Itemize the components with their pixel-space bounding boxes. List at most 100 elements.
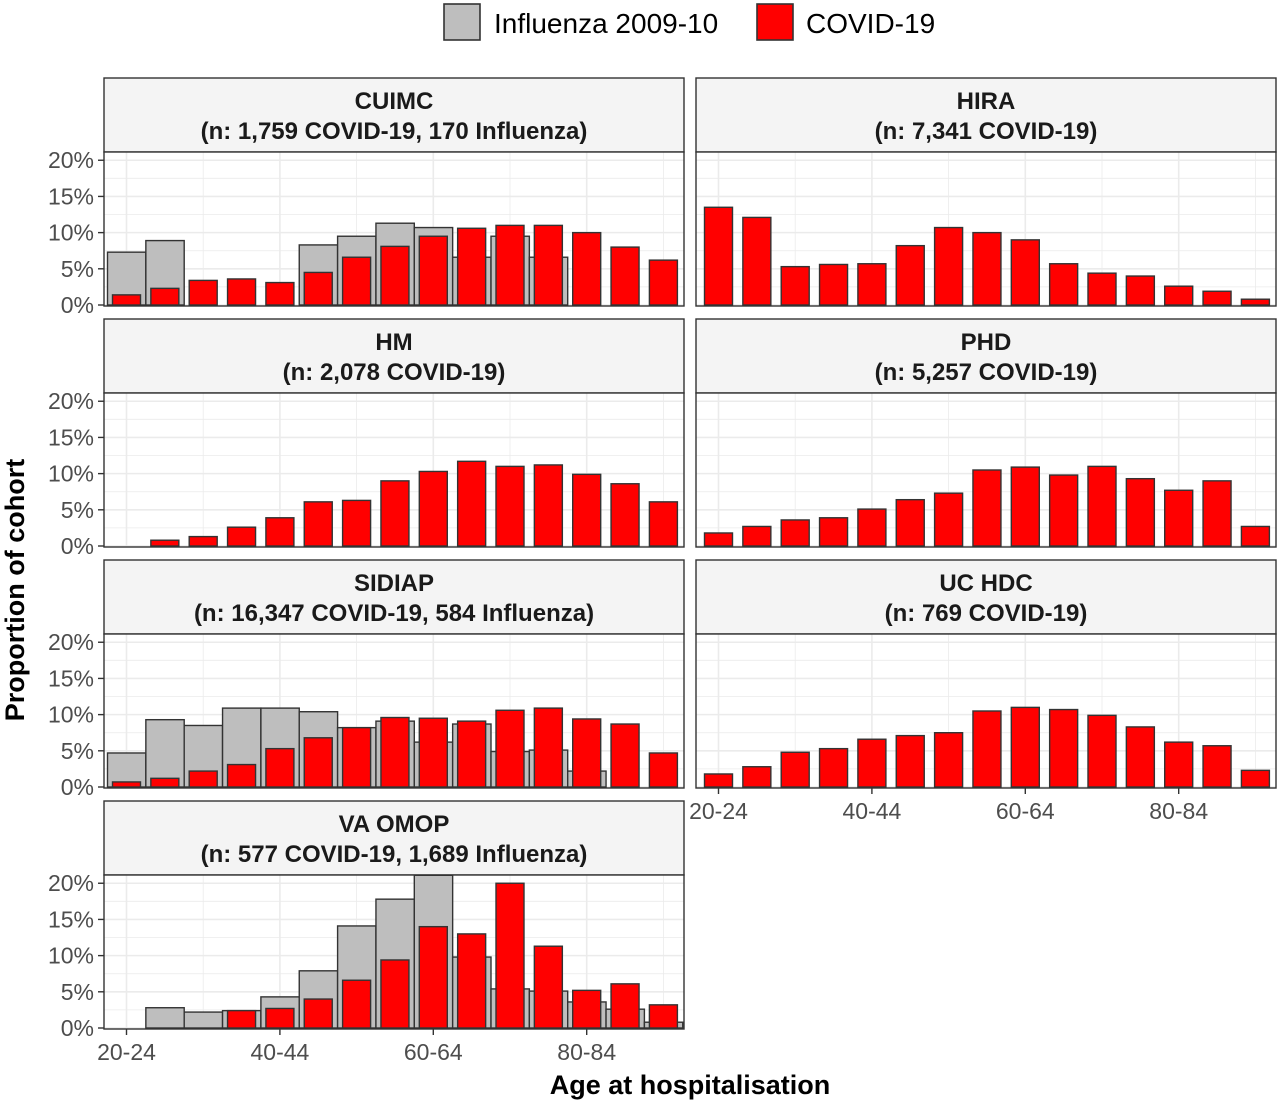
y-tick-label: 10% bbox=[48, 702, 94, 728]
bar-covid-85-89 bbox=[610, 723, 640, 788]
bar-covid-80-84 bbox=[572, 718, 602, 788]
bar-covid-90-94 bbox=[648, 1004, 679, 1029]
panel-sidiap: SIDIAP (n: 16,347 COVID-19, 584 Influenza… bbox=[48, 559, 685, 800]
legend-swatch-1 bbox=[756, 3, 794, 41]
bar-covid-60-64 bbox=[418, 235, 448, 306]
bar-covid-30-34 bbox=[780, 265, 810, 306]
panel-title: CUIMC bbox=[355, 88, 434, 115]
x-tick-label: 80-84 bbox=[557, 1039, 616, 1065]
bar-covid-80-84 bbox=[1163, 489, 1194, 547]
bar-covid-45-49 bbox=[303, 271, 333, 306]
panel-title: VA OMOP bbox=[339, 811, 450, 838]
panel-strip bbox=[103, 318, 685, 394]
bar-covid-25-29 bbox=[150, 539, 180, 547]
panel-border bbox=[695, 633, 1277, 789]
bar-covid-35-39 bbox=[226, 278, 257, 306]
panel-border bbox=[103, 392, 685, 548]
bar-covid-70-74 bbox=[1087, 272, 1117, 306]
bar-covid-85-89 bbox=[610, 483, 640, 547]
y-tick-label: 20% bbox=[48, 388, 94, 414]
panel-uc-hdc: UC HDC (n: 769 COVID-19) bbox=[695, 559, 1277, 789]
bar-covid-60-64 bbox=[418, 925, 448, 1029]
x-tick-label: 40-44 bbox=[842, 798, 901, 824]
bar-covid-35-39 bbox=[226, 763, 257, 788]
bar-covid-55-59 bbox=[972, 469, 1002, 547]
bar-covid-30-34 bbox=[780, 519, 810, 547]
bar-covid-60-64 bbox=[1010, 706, 1040, 788]
y-tick-label: 5% bbox=[61, 256, 94, 282]
y-tick-label: 0% bbox=[61, 774, 94, 800]
bar-covid-20-24 bbox=[111, 294, 142, 306]
bar-covid-60-64 bbox=[1010, 466, 1040, 547]
bar-covid-50-54 bbox=[933, 732, 964, 788]
bar-covid-55-59 bbox=[380, 245, 410, 306]
panel-subtitle: (n: 2,078 COVID-19) bbox=[283, 359, 506, 386]
bar-covid-85-89 bbox=[1202, 480, 1232, 547]
bar-covid-75-79 bbox=[1125, 275, 1156, 306]
bar-covid-65-69 bbox=[456, 720, 487, 788]
y-tick-label: 5% bbox=[61, 738, 94, 764]
bar-covid-75-79 bbox=[1125, 726, 1156, 788]
y-tick-label: 10% bbox=[48, 220, 94, 246]
bar-covid-55-59 bbox=[380, 959, 410, 1029]
bar-covid-30-34 bbox=[780, 751, 810, 788]
panel-title: PHD bbox=[961, 329, 1012, 356]
bar-covid-60-64 bbox=[418, 717, 448, 788]
bar-covid-65-69 bbox=[1048, 474, 1079, 547]
panel-strip bbox=[103, 559, 685, 635]
panel-hira: HIRA (n: 7,341 COVID-19) bbox=[695, 77, 1277, 307]
panel-subtitle: (n: 769 COVID-19) bbox=[885, 600, 1088, 627]
bar-influenza-25-29 bbox=[145, 1007, 185, 1029]
bar-covid-75-79 bbox=[533, 707, 564, 788]
panel-hm: HM (n: 2,078 COVID-19) 0% 5% 10% 15% 20% bbox=[48, 318, 685, 559]
bar-covid-35-39 bbox=[226, 1009, 257, 1029]
bar-covid-45-49 bbox=[303, 737, 333, 788]
legend-swatch-0 bbox=[443, 3, 481, 41]
y-tick-label: 0% bbox=[61, 533, 94, 559]
panel-title: HM bbox=[375, 329, 412, 356]
bar-covid-40-44 bbox=[265, 281, 295, 306]
bar-influenza-25-29 bbox=[145, 718, 185, 788]
bar-covid-90-94 bbox=[1240, 525, 1271, 547]
bar-covid-65-69 bbox=[1048, 263, 1079, 306]
y-tick-label: 15% bbox=[48, 424, 94, 450]
bar-covid-55-59 bbox=[972, 231, 1002, 306]
bar-covid-35-39 bbox=[818, 747, 849, 788]
bar-covid-20-24 bbox=[111, 781, 142, 788]
bar-covid-70-74 bbox=[495, 709, 525, 788]
bar-covid-85-89 bbox=[610, 246, 640, 306]
bar-covid-40-44 bbox=[857, 508, 887, 547]
panel-subtitle: (n: 7,341 COVID-19) bbox=[875, 118, 1098, 145]
bar-covid-80-84 bbox=[572, 473, 602, 547]
y-tick-label: 20% bbox=[48, 629, 94, 655]
bar-covid-65-69 bbox=[1048, 708, 1079, 788]
x-axis-title: Age at hospitalisation bbox=[550, 1070, 831, 1100]
bar-covid-80-84 bbox=[572, 989, 602, 1029]
bar-covid-40-44 bbox=[857, 738, 887, 788]
y-tick-label: 5% bbox=[61, 497, 94, 523]
panel-subtitle: (n: 16,347 COVID-19, 584 Influenza) bbox=[194, 600, 594, 627]
bar-covid-35-39 bbox=[818, 517, 849, 547]
y-tick-label: 0% bbox=[61, 292, 94, 318]
bar-covid-20-24 bbox=[703, 532, 734, 547]
axes: 20-24 40-44 60-64 80-84 20-24 40-44 60-64 80-84 bbox=[97, 788, 1208, 1065]
bar-covid-40-44 bbox=[265, 1007, 295, 1029]
bar-covid-50-54 bbox=[933, 492, 964, 547]
panel-border bbox=[103, 151, 685, 307]
bar-covid-90-94 bbox=[648, 752, 679, 788]
bar-covid-25-29 bbox=[742, 766, 772, 788]
bar-covid-45-49 bbox=[895, 498, 925, 547]
bar-covid-60-64 bbox=[418, 470, 448, 547]
panel-subtitle: (n: 1,759 COVID-19, 170 Influenza) bbox=[201, 118, 588, 145]
bar-covid-45-49 bbox=[303, 998, 333, 1029]
y-tick-label: 10% bbox=[48, 461, 94, 487]
bar-covid-40-44 bbox=[265, 517, 295, 547]
panel-strip bbox=[103, 800, 685, 876]
panel-border bbox=[103, 874, 685, 1030]
panel-border bbox=[695, 151, 1277, 307]
x-tick-label: 20-24 bbox=[689, 798, 748, 824]
panel-strip bbox=[695, 77, 1277, 153]
bar-covid-35-39 bbox=[226, 526, 257, 547]
bar-covid-55-59 bbox=[972, 710, 1002, 788]
